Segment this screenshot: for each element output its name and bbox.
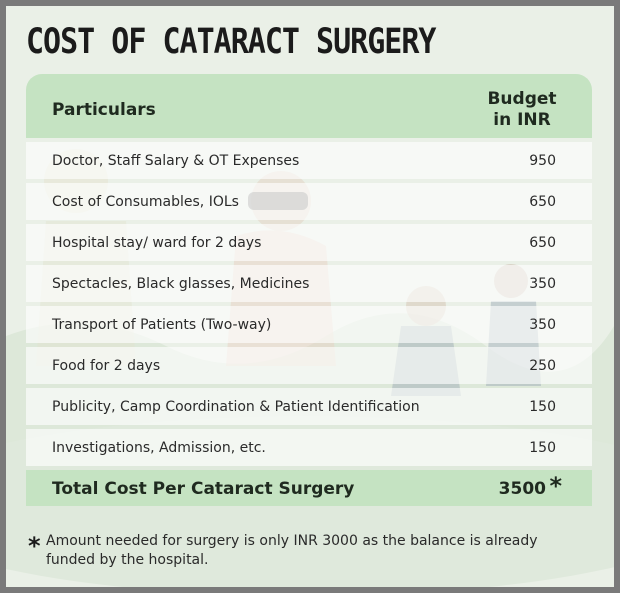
row-value: 250 [529, 358, 556, 374]
total-label: Total Cost Per Cataract Surgery [52, 479, 355, 499]
row-value: 150 [529, 399, 556, 415]
total-value: 3500 [498, 479, 546, 499]
row-label: Hospital stay/ ward for 2 days [52, 235, 262, 251]
row-value: 950 [529, 153, 556, 169]
row-value: 150 [529, 440, 556, 456]
asterisk-icon: * [549, 472, 562, 500]
row-label: Transport of Patients (Two-way) [52, 317, 272, 333]
footnote-asterisk-icon: * [28, 532, 41, 560]
footnote-text: Amount needed for surgery is only INR 30… [46, 533, 538, 568]
header-budget-line1: Budget [487, 89, 557, 109]
total-row: Total Cost Per Cataract Surgery 3500 * [26, 470, 592, 506]
table-row: Spectacles, Black glasses, Medicines 350 [26, 265, 592, 302]
row-label: Food for 2 days [52, 358, 161, 374]
table-row: Food for 2 days 250 [26, 347, 592, 384]
header-particulars: Particulars [52, 100, 156, 120]
row-value: 650 [529, 194, 556, 210]
row-label: Doctor, Staff Salary & OT Expenses [52, 153, 300, 169]
infographic-card: COST OF CATARACT SURGERY Particulars Bud… [6, 6, 614, 587]
row-label: Investigations, Admission, etc. [52, 440, 266, 456]
header-budget: Budget in INR [482, 89, 562, 131]
table-header: Particulars Budget in INR [26, 74, 592, 138]
row-value: 350 [529, 276, 556, 292]
row-value: 350 [529, 317, 556, 333]
page-title: COST OF CATARACT SURGERY [26, 22, 436, 63]
table-row: Cost of Consumables, IOLs 650 [26, 183, 592, 220]
table-row: Transport of Patients (Two-way) 350 [26, 306, 592, 343]
table-row: Doctor, Staff Salary & OT Expenses 950 [26, 142, 592, 179]
table-row: Publicity, Camp Coordination & Patient I… [26, 388, 592, 425]
row-label: Publicity, Camp Coordination & Patient I… [52, 399, 420, 415]
header-budget-line2: in INR [493, 110, 551, 130]
row-label: Cost of Consumables, IOLs [52, 194, 239, 210]
table-row: Investigations, Admission, etc. 150 [26, 429, 592, 466]
row-value: 650 [529, 235, 556, 251]
row-label: Spectacles, Black glasses, Medicines [52, 276, 310, 292]
cost-table: Particulars Budget in INR Doctor, Staff … [26, 74, 592, 506]
table-row: Hospital stay/ ward for 2 days 650 [26, 224, 592, 261]
